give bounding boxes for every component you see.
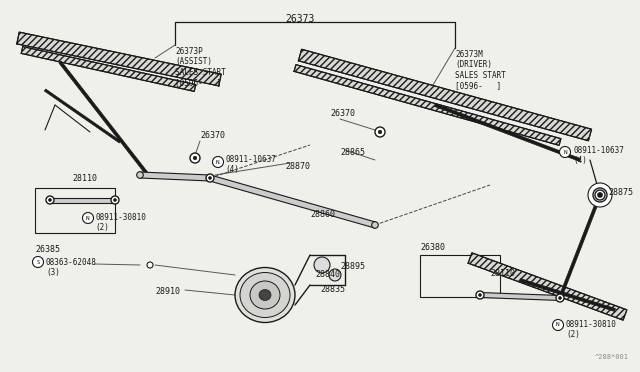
Text: 28910: 28910	[155, 287, 180, 296]
Text: 26370: 26370	[200, 131, 225, 140]
Circle shape	[47, 197, 52, 203]
Circle shape	[588, 183, 612, 207]
Circle shape	[190, 153, 200, 163]
Ellipse shape	[259, 289, 271, 301]
Ellipse shape	[250, 281, 280, 309]
Circle shape	[479, 294, 481, 296]
Circle shape	[112, 197, 118, 203]
Text: 28835: 28835	[320, 285, 345, 294]
Text: 08911-10637
(4): 08911-10637 (4)	[573, 146, 624, 166]
Text: 26370: 26370	[330, 109, 355, 118]
Text: N: N	[556, 323, 560, 327]
Bar	[35, 188, 115, 233]
Polygon shape	[559, 195, 602, 299]
Bar	[420, 255, 500, 297]
Text: 28870: 28870	[285, 162, 310, 171]
Polygon shape	[50, 198, 115, 202]
Polygon shape	[298, 49, 591, 141]
Polygon shape	[480, 292, 560, 301]
Text: 26380: 26380	[420, 243, 445, 252]
Text: 26373P
(ASSIST)
SALES START
[0596-   ]: 26373P (ASSIST) SALES START [0596- ]	[175, 47, 226, 87]
Ellipse shape	[235, 267, 295, 323]
Circle shape	[559, 296, 561, 299]
Polygon shape	[17, 32, 221, 86]
Text: 28110: 28110	[72, 174, 97, 183]
Circle shape	[557, 295, 563, 301]
Ellipse shape	[240, 273, 290, 317]
Polygon shape	[44, 89, 121, 143]
Text: 28110: 28110	[490, 269, 515, 278]
Text: 08363-62048
(3): 08363-62048 (3)	[46, 258, 97, 278]
Text: ^288*001: ^288*001	[595, 354, 629, 360]
Text: 08911-30810
(2): 08911-30810 (2)	[95, 213, 146, 232]
Circle shape	[378, 130, 381, 134]
Circle shape	[206, 174, 214, 182]
Text: 26385: 26385	[35, 245, 60, 254]
Text: 28865: 28865	[340, 148, 365, 157]
Circle shape	[114, 199, 116, 201]
Circle shape	[598, 193, 602, 198]
Text: 28860: 28860	[310, 210, 335, 219]
Circle shape	[137, 172, 143, 178]
Circle shape	[33, 257, 44, 267]
Circle shape	[477, 292, 483, 298]
Text: 26373M
(DRIVER)
SALES START
[0596-   ]: 26373M (DRIVER) SALES START [0596- ]	[455, 50, 506, 90]
Circle shape	[209, 177, 211, 179]
Text: 26373: 26373	[285, 14, 315, 24]
Circle shape	[559, 147, 570, 157]
Text: N: N	[563, 150, 567, 154]
Circle shape	[207, 175, 213, 181]
Circle shape	[212, 157, 223, 167]
Circle shape	[593, 188, 607, 202]
Polygon shape	[294, 65, 561, 145]
Text: S: S	[36, 260, 40, 264]
Circle shape	[595, 190, 605, 200]
Circle shape	[111, 196, 119, 204]
Polygon shape	[140, 172, 210, 181]
Circle shape	[147, 262, 153, 268]
Polygon shape	[435, 103, 580, 161]
Text: 08911-10637
(4): 08911-10637 (4)	[225, 155, 276, 174]
Text: 28895: 28895	[340, 262, 365, 271]
Polygon shape	[520, 279, 616, 311]
Text: N: N	[216, 160, 220, 164]
Circle shape	[193, 156, 196, 160]
Circle shape	[556, 294, 564, 302]
Polygon shape	[59, 61, 149, 176]
Circle shape	[552, 320, 563, 330]
Circle shape	[314, 257, 330, 273]
Text: N: N	[86, 215, 90, 221]
Circle shape	[598, 193, 602, 197]
Circle shape	[83, 212, 93, 224]
Polygon shape	[209, 175, 376, 228]
Text: 08911-30810
(2): 08911-30810 (2)	[566, 320, 617, 339]
Circle shape	[375, 127, 385, 137]
Circle shape	[329, 269, 341, 281]
Circle shape	[476, 291, 484, 299]
Polygon shape	[21, 46, 196, 92]
Text: 28875: 28875	[608, 188, 633, 197]
Text: 28840: 28840	[315, 270, 340, 279]
Circle shape	[49, 199, 51, 201]
Circle shape	[372, 222, 378, 228]
Polygon shape	[468, 253, 627, 320]
Circle shape	[207, 175, 213, 181]
Circle shape	[46, 196, 54, 204]
